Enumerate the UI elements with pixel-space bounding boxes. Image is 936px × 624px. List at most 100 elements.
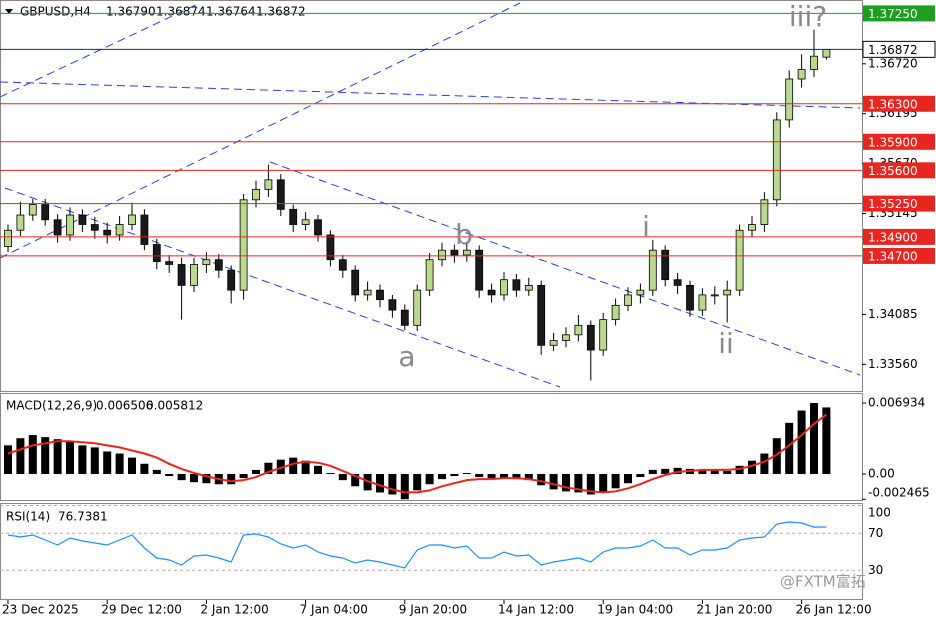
candle-body: [524, 284, 533, 291]
candle-body: [822, 48, 831, 58]
candle-body: [710, 294, 719, 297]
candle-body: [103, 229, 112, 236]
candle-body: [140, 214, 149, 245]
candle-body: [487, 289, 496, 296]
macd-bar: [636, 474, 645, 478]
macd-bar: [450, 474, 459, 477]
level-label: 1.35250: [868, 197, 918, 211]
macd-bar: [276, 459, 285, 475]
macd-bar: [140, 463, 149, 475]
macd-bar: [326, 472, 335, 475]
wave-label: a: [398, 340, 415, 373]
trend-line: [269, 161, 861, 376]
macd-bar: [586, 474, 595, 495]
candle-body: [351, 269, 360, 296]
macd-bar: [785, 422, 794, 475]
candle-body: [673, 279, 682, 286]
signal-value: 0.005812: [146, 399, 203, 413]
candle-body: [772, 119, 781, 201]
y-tick-label: 70: [868, 526, 883, 540]
macd-bar: [797, 410, 806, 475]
macd-bar: [710, 469, 719, 475]
wave-label: i: [642, 210, 650, 243]
macd-bar: [388, 474, 397, 495]
macd-bar: [648, 469, 657, 475]
candle-body: [239, 199, 248, 291]
macd-bar: [190, 474, 198, 483]
x-tick-label: 9 Jan 20:00: [399, 603, 467, 617]
y-tick-label: 30: [868, 563, 883, 577]
macd-bar: [748, 460, 756, 475]
x-tick-label: 26 Jan 12:00: [796, 603, 872, 617]
level-label: 1.34700: [868, 249, 918, 263]
macd-value: 0.006506: [96, 399, 153, 413]
rsi-value: 76.7381: [58, 510, 108, 524]
y-tick-label: -0.002465: [868, 486, 930, 500]
candle-body: [723, 289, 732, 296]
candle-body: [562, 334, 570, 341]
macd-bar: [338, 474, 347, 481]
candle-body: [326, 234, 335, 261]
candle-body: [78, 214, 87, 225]
x-tick-label: 21 Jan 20:00: [696, 603, 772, 617]
candle-body: [735, 229, 744, 291]
macd-bar: [487, 474, 496, 479]
trend-line: [0, 2, 521, 259]
candle-body: [586, 324, 595, 351]
macd-bar: [549, 474, 558, 490]
macd-bar: [723, 470, 732, 475]
candle-body: [413, 289, 422, 326]
macd-bar: [698, 469, 707, 475]
macd-bar: [611, 474, 620, 489]
wave-label: ii: [718, 327, 734, 360]
macd-bar: [301, 460, 310, 475]
macd-title: MACD(12,26,9): [6, 399, 97, 413]
macd-bar: [822, 407, 831, 475]
macd-bar: [425, 474, 434, 485]
candle-body: [636, 289, 645, 296]
candle-body: [512, 279, 521, 291]
macd-bar: [314, 465, 322, 475]
candle-body: [438, 249, 446, 261]
macd-bar: [289, 457, 298, 475]
macd-bar: [562, 474, 570, 492]
macd-bar: [500, 474, 508, 479]
candle-body: [574, 324, 583, 336]
macd-bar: [438, 474, 446, 480]
menu-arrow: [5, 9, 13, 14]
macd-bar: [66, 441, 74, 475]
level-label-box: [863, 247, 935, 264]
ohlc-open: 1.36790: [106, 5, 156, 19]
macd-bar: [673, 467, 682, 475]
macd-bar: [177, 474, 186, 481]
candle-body: [698, 294, 707, 311]
candle-body: [264, 179, 273, 190]
candle-body: [115, 224, 124, 236]
y-tick-label: 1.33560: [868, 357, 918, 371]
x-tick-label: 14 Jan 12:00: [498, 603, 574, 617]
macd-bar: [264, 462, 273, 475]
macd-bar: [574, 474, 583, 493]
y-tick-label: 1.34085: [868, 307, 918, 321]
candle-body: [648, 249, 657, 291]
macd-bar: [475, 474, 484, 478]
candle-body: [810, 55, 818, 70]
rsi-line: [7, 521, 827, 569]
macd-bar: [413, 474, 422, 491]
candle-body: [462, 249, 471, 256]
candle-body: [16, 214, 25, 231]
x-tick-label: 23 Dec 2025: [2, 603, 79, 617]
candle-body: [797, 69, 806, 80]
candle-body: [252, 188, 260, 201]
ohlc-close: 1.36872: [256, 5, 306, 19]
candle-body: [177, 264, 186, 286]
macd-bar: [252, 469, 260, 475]
candle-body: [276, 179, 285, 210]
level-label-box: [863, 195, 935, 212]
macd-bar: [376, 474, 384, 493]
candle-body: [363, 289, 372, 296]
x-tick-label: 7 Jan 04:00: [300, 603, 368, 617]
candle-body: [748, 224, 756, 231]
